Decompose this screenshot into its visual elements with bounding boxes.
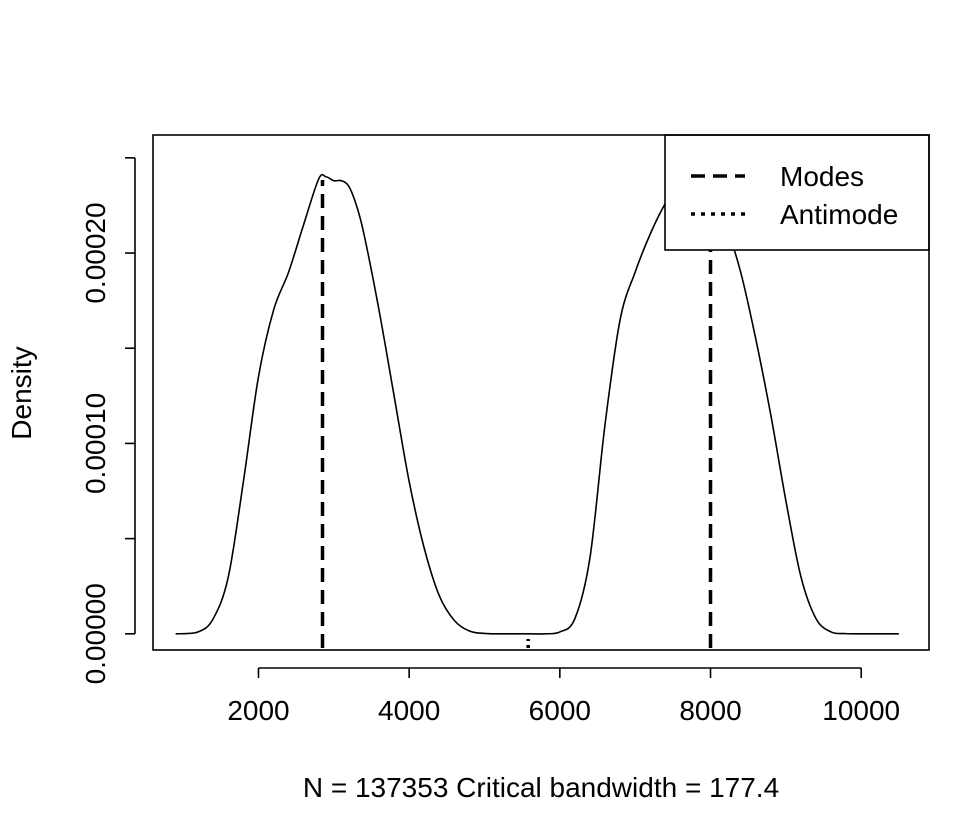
density-curve: [175, 173, 899, 635]
x-axis-tick-label: 2000: [227, 695, 289, 726]
x-axis-tick-label: 10000: [822, 695, 900, 726]
plot-frame: [152, 134, 930, 651]
x-axis-tick-label: 4000: [378, 695, 440, 726]
legend-label: Modes: [780, 161, 864, 192]
y-axis-tick-label: 0.00020: [80, 202, 111, 303]
y-axis-tick-label: 0.00010: [80, 393, 111, 494]
legend-box: [664, 134, 930, 251]
x-axis-label: N = 137353 Critical bandwidth = 177.4: [303, 772, 779, 803]
y-axis-tick-label: 0.00000: [80, 583, 111, 684]
legend-label: Antimode: [780, 199, 898, 230]
y-axis-label: Density: [6, 346, 37, 439]
x-axis-tick-label: 6000: [529, 695, 591, 726]
x-axis-tick-label: 8000: [679, 695, 741, 726]
